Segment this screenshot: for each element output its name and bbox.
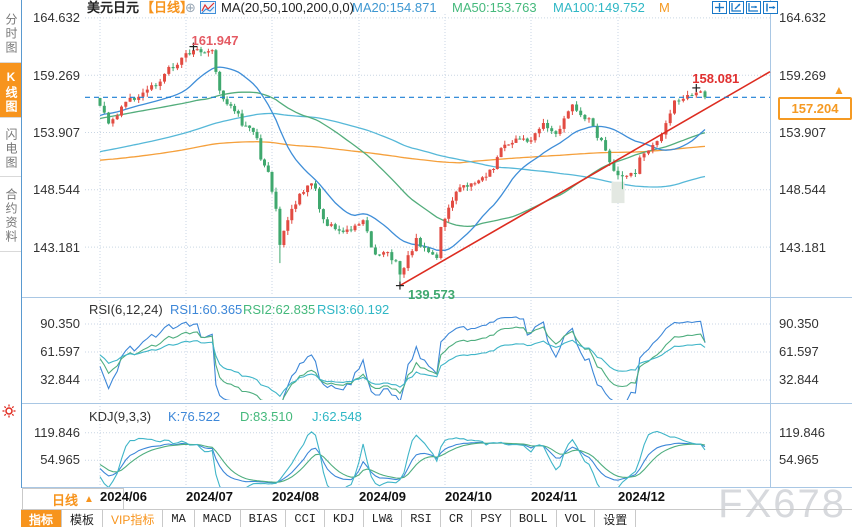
- y-tick-label: 159.269: [33, 68, 80, 83]
- y-tick-label: 153.907: [33, 125, 80, 140]
- kdj-j-value: J:62.548: [312, 409, 362, 424]
- kdj-title: KDJ(9,3,3): [89, 409, 152, 424]
- export-icon[interactable]: [763, 1, 778, 19]
- toolbar-item-cci[interactable]: CCI: [286, 510, 326, 527]
- period-label: 日线: [52, 492, 79, 508]
- toolbar-item-settings[interactable]: 设置: [595, 510, 637, 527]
- kdj-tick-label: 54.965: [779, 452, 819, 467]
- x-axis-label: 2024/12: [618, 489, 665, 504]
- x-axis-label: 2024/09: [359, 489, 406, 504]
- sidebar-tab-contract-info[interactable]: 合约资料: [0, 177, 21, 252]
- sidebar-tab-label: 分时图: [4, 13, 18, 55]
- add-indicator-icon[interactable]: ⊕: [185, 0, 196, 15]
- low-price-annotation: 139.573: [407, 287, 455, 302]
- fx678-watermark: FX678: [718, 482, 846, 526]
- toolbar-item-lwr[interactable]: LW&: [363, 510, 403, 527]
- settings-gear-icon[interactable]: [2, 404, 16, 423]
- ma50-value: MA50:153.763: [452, 0, 537, 15]
- current-price-badge: 157.204: [778, 97, 852, 120]
- kdj-d-value: D:83.510: [240, 409, 293, 424]
- chart-type-sidebar: 分时图 K线图 闪电图 合约资料: [0, 0, 22, 488]
- toolbar-item-indicators[interactable]: 指标: [21, 510, 63, 527]
- kdj-k-value: K:76.522: [168, 409, 221, 424]
- axis-zoom-horizontal-icon[interactable]: [746, 1, 761, 19]
- rsi-tick-label: 32.844: [779, 372, 819, 387]
- toolbar-item-ma[interactable]: MA: [163, 510, 195, 527]
- rsi-tick-label: 32.844: [40, 372, 80, 387]
- y-tick-label: 153.907: [779, 125, 826, 140]
- dropdown-arrow-icon: ▲: [84, 493, 94, 505]
- toolbar-item-psy[interactable]: PSY: [472, 510, 511, 527]
- toolbar-item-boll[interactable]: BOLL: [510, 510, 557, 527]
- rsi2-value: RSI2:62.835: [243, 302, 316, 317]
- rsi-tick-label: 61.597: [40, 344, 80, 359]
- toolbar-item-templates[interactable]: 模板: [62, 510, 104, 527]
- y-tick-label: 148.544: [779, 182, 826, 197]
- price-up-arrow-icon: ▲: [833, 83, 845, 97]
- toolbar-item-kdj[interactable]: KDJ: [325, 510, 364, 527]
- ma200-value-truncated: M: [659, 0, 670, 15]
- x-axis-label: 2024/06: [100, 489, 147, 504]
- x-axis-label: 2024/07: [186, 489, 233, 504]
- sidebar-tab-label: K线图: [4, 70, 18, 114]
- rsi3-value: RSI3:60.192: [317, 302, 390, 317]
- sidebar-tab-candlestick-chart[interactable]: K线图: [0, 63, 21, 118]
- axis-zoom-vertical-icon[interactable]: [729, 1, 744, 19]
- toolbar-item-vip-indicators[interactable]: VIP指标: [103, 510, 164, 527]
- rsi-tick-label: 61.597: [779, 344, 819, 359]
- y-tick-label: 159.269: [779, 68, 826, 83]
- crosshair-icon[interactable]: [712, 1, 727, 19]
- mini-chart-icon[interactable]: [200, 1, 216, 19]
- sidebar-tab-time-chart[interactable]: 分时图: [0, 0, 21, 63]
- kdj-tick-label: 54.965: [40, 452, 80, 467]
- rsi1-value: RSI1:60.365: [170, 302, 243, 317]
- ma-settings-label: MA(20,50,100,200,0,0): [221, 0, 354, 15]
- rsi-title: RSI(6,12,24): [89, 302, 163, 317]
- symbol-title: 美元日元: [87, 0, 140, 15]
- y-tick-label: 143.181: [33, 240, 80, 255]
- toolbar-item-vol[interactable]: VOL: [556, 510, 596, 527]
- kdj-tick-label: 119.846: [779, 425, 826, 440]
- sidebar-tab-label: 闪电图: [4, 128, 18, 170]
- y-tick-label: 164.632: [779, 10, 826, 25]
- ma20-value: MA20:154.871: [352, 0, 437, 15]
- x-axis-label: 2024/08: [272, 489, 319, 504]
- x-axis-label: 2024/11: [531, 489, 578, 504]
- kdj-tick-label: 119.846: [33, 425, 80, 440]
- rsi-tick-label: 90.350: [40, 316, 80, 331]
- toolbar-item-macd[interactable]: MACD: [194, 510, 241, 527]
- period-tag: 【日线】: [141, 0, 194, 15]
- toolbar-item-cr[interactable]: CR: [440, 510, 473, 527]
- ma100-value: MA100:149.752: [553, 0, 645, 15]
- y-tick-label: 164.632: [33, 10, 80, 25]
- sidebar-tab-label: 合约资料: [4, 188, 18, 244]
- toolbar-item-rsi[interactable]: RSI: [402, 510, 441, 527]
- sidebar-tab-lightning-chart[interactable]: 闪电图: [0, 118, 21, 177]
- x-axis-label: 2024/10: [445, 489, 492, 504]
- toolbar-item-bias[interactable]: BIAS: [240, 510, 287, 527]
- peak-price-annotation: 161.947: [191, 33, 239, 48]
- y-tick-label: 143.181: [779, 240, 826, 255]
- y-tick-label: 148.544: [33, 182, 80, 197]
- rsi-tick-label: 90.350: [779, 316, 819, 331]
- indicator-toolbar: 指标 模板 VIP指标 MA MACD BIAS CCI KDJ LW& RSI…: [21, 509, 852, 527]
- recent-high-annotation: 158.081: [692, 71, 740, 86]
